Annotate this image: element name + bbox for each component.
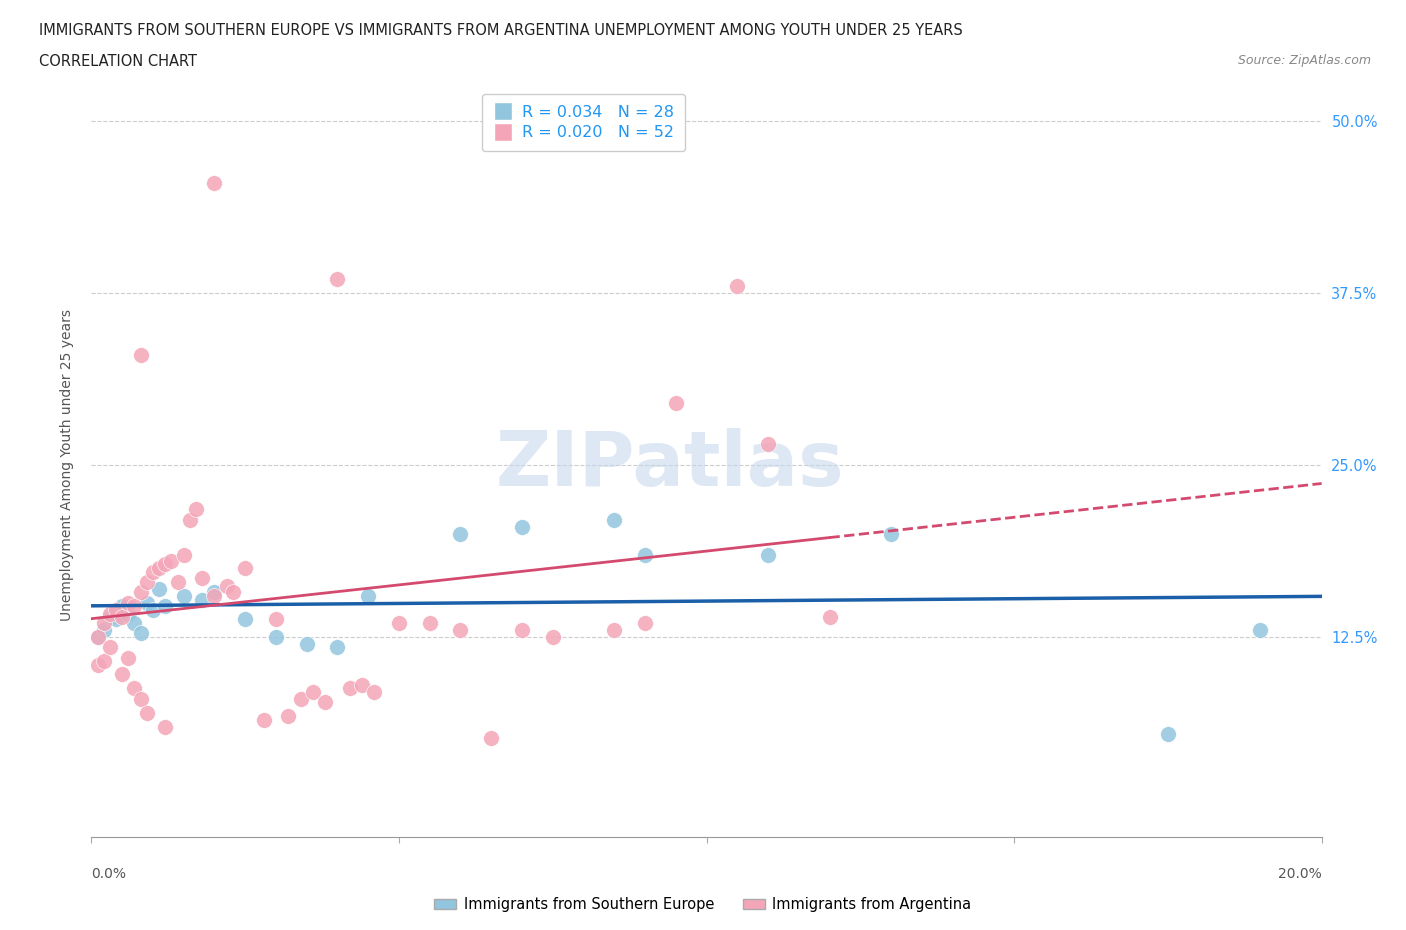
Point (634, 547, 657, 562)
Point (264, 630, 287, 644)
Point (388, 616, 411, 631)
Point (880, 526, 903, 541)
Point (135, 595, 157, 610)
Point (124, 681, 146, 696)
Point (98, 640, 121, 655)
Point (124, 598, 146, 613)
Point (86, 658, 108, 672)
Point (93, 616, 115, 631)
Point (129, 692, 152, 707)
Point (449, 526, 471, 541)
Point (135, 706, 157, 721)
Point (153, 719, 177, 734)
Point (725, 278, 748, 293)
Point (117, 595, 139, 610)
Point (314, 695, 336, 710)
Point (191, 570, 214, 585)
Point (93, 623, 115, 638)
Point (215, 578, 238, 593)
Text: 0.0%: 0.0% (91, 867, 127, 881)
Point (86, 630, 108, 644)
Point (148, 581, 170, 596)
Point (117, 606, 139, 621)
Point (541, 630, 564, 644)
Point (111, 609, 134, 624)
Point (295, 637, 318, 652)
Point (117, 650, 139, 665)
Point (339, 681, 361, 696)
Point (191, 592, 214, 607)
Point (634, 616, 657, 631)
Point (142, 565, 165, 580)
Point (1157, 726, 1180, 741)
Point (277, 709, 299, 724)
Text: 20.0%: 20.0% (1278, 867, 1322, 881)
Point (756, 437, 779, 452)
Point (253, 712, 276, 727)
Y-axis label: Unemployment Among Youth under 25 years: Unemployment Among Youth under 25 years (60, 309, 75, 621)
Text: IMMIGRANTS FROM SOUTHERN EUROPE VS IMMIGRANTS FROM ARGENTINA UNEMPLOYMENT AMONG : IMMIGRANTS FROM SOUTHERN EUROPE VS IMMIG… (39, 23, 963, 38)
Point (179, 512, 201, 527)
Point (129, 347, 152, 362)
Point (93, 653, 115, 668)
Point (173, 547, 195, 562)
Point (510, 623, 533, 638)
Point (142, 603, 165, 618)
Point (264, 612, 287, 627)
Point (135, 575, 157, 590)
Point (111, 598, 134, 613)
Point (105, 603, 127, 618)
Point (290, 692, 312, 707)
Point (510, 520, 533, 535)
Point (160, 554, 183, 569)
Legend: Immigrants from Southern Europe, Immigrants from Argentina: Immigrants from Southern Europe, Immigra… (429, 891, 977, 918)
Point (202, 589, 225, 604)
Point (105, 612, 127, 627)
Point (184, 501, 207, 516)
Point (129, 626, 152, 641)
Point (111, 667, 134, 682)
Point (756, 547, 779, 562)
Point (357, 589, 380, 604)
Point (233, 561, 256, 576)
Point (98, 609, 121, 624)
Point (350, 678, 373, 693)
Point (665, 395, 688, 410)
Point (153, 598, 177, 613)
Point (222, 584, 245, 599)
Point (153, 557, 177, 572)
Point (326, 640, 349, 655)
Point (124, 616, 146, 631)
Point (449, 623, 471, 638)
Point (1249, 623, 1271, 638)
Point (363, 684, 385, 699)
Point (98, 606, 121, 621)
Point (603, 623, 626, 638)
Text: CORRELATION CHART: CORRELATION CHART (39, 54, 197, 69)
Point (202, 175, 225, 190)
Text: ZIPatlas: ZIPatlas (495, 428, 844, 502)
Point (86, 630, 108, 644)
Point (202, 584, 225, 599)
Point (818, 609, 841, 624)
Point (148, 561, 170, 576)
Point (301, 684, 323, 699)
Point (166, 575, 188, 590)
Point (233, 612, 256, 627)
Point (603, 512, 626, 527)
Point (326, 272, 349, 286)
Point (129, 584, 152, 599)
Point (173, 589, 195, 604)
Legend: R = 0.034   N = 28, R = 0.020   N = 52: R = 0.034 N = 28, R = 0.020 N = 52 (482, 94, 685, 152)
Point (479, 730, 502, 745)
Text: Source: ZipAtlas.com: Source: ZipAtlas.com (1237, 54, 1371, 67)
Point (419, 616, 441, 631)
